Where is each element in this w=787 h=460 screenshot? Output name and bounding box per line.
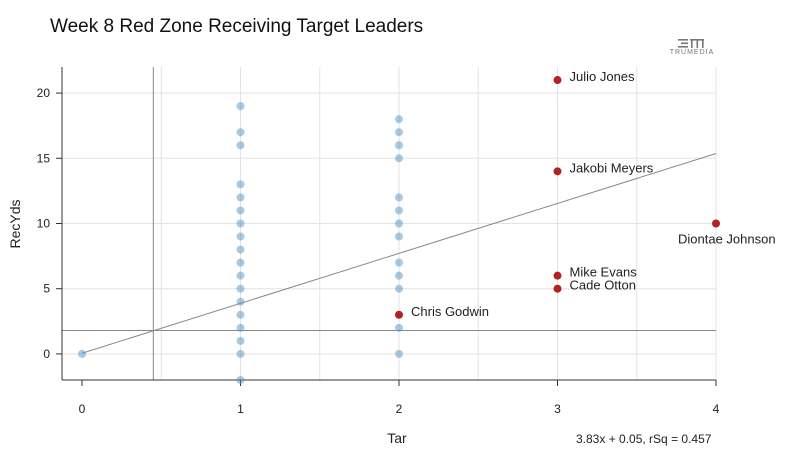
player-point — [395, 271, 403, 280]
player-label: Chris Godwin — [411, 304, 489, 319]
player-point — [395, 219, 403, 228]
regression-equation: 3.83x + 0.05, rSq = 0.457 — [576, 432, 712, 446]
player-point — [236, 284, 245, 293]
y-tick-label: 5 — [43, 282, 50, 296]
y-tick-label: 0 — [43, 347, 50, 361]
player-label: Jakobi Meyers — [570, 160, 654, 175]
player-point — [395, 141, 403, 150]
regression-line — [81, 152, 717, 354]
x-tick-label: 2 — [396, 402, 403, 416]
highlighted-player: Julio Jones — [553, 69, 636, 85]
highlighted-point — [553, 284, 562, 293]
highlighted-player: Cade Otton — [553, 278, 637, 293]
player-point — [236, 258, 245, 267]
player-point — [236, 232, 245, 241]
player-point — [395, 232, 403, 241]
x-tick-label: 4 — [713, 402, 720, 416]
player-point — [236, 336, 245, 345]
highlighted-player: Mike Evans — [553, 265, 638, 280]
player-label: Diontae Johnson — [678, 232, 776, 247]
highlighted-player: Diontae Johnson — [678, 219, 776, 247]
other-players-points — [78, 102, 403, 384]
player-point — [395, 154, 403, 163]
player-point — [236, 180, 245, 189]
highlighted-point — [712, 219, 720, 228]
highlighted-point — [553, 167, 562, 176]
highlighted-point — [553, 76, 562, 85]
player-point — [236, 102, 245, 111]
player-point — [236, 245, 245, 254]
trumedia-logo-text: TRUMEDIA — [669, 49, 715, 56]
trumedia-logo-icon — [678, 39, 704, 48]
player-point — [236, 323, 245, 332]
player-point — [236, 349, 245, 358]
x-tick-label: 0 — [79, 402, 86, 416]
player-label: Julio Jones — [570, 69, 636, 84]
y-tick-label: 15 — [37, 151, 51, 165]
player-point — [395, 258, 403, 267]
player-point — [395, 115, 403, 124]
x-axis-title: Tar — [387, 430, 407, 446]
player-label: Mike Evans — [570, 265, 638, 280]
y-tick-label: 10 — [37, 217, 51, 231]
y-tick-label: 20 — [37, 86, 51, 100]
grid-lines — [62, 67, 717, 380]
player-point — [236, 219, 245, 228]
player-point — [236, 141, 245, 150]
player-label: Cade Otton — [570, 278, 637, 293]
player-point — [395, 128, 403, 137]
axes: 0 5 10 15 20 0 1 2 3 4 — [37, 67, 720, 416]
player-point — [236, 206, 245, 215]
player-point — [236, 310, 245, 319]
player-point — [236, 376, 245, 384]
player-point — [395, 349, 403, 358]
x-tick-label: 3 — [554, 402, 561, 416]
highlighted-players: Julio Jones Jakobi Meyers Diontae Johnson M… — [395, 69, 776, 319]
player-point — [236, 271, 245, 280]
reference-lines — [62, 67, 717, 380]
player-point — [395, 284, 403, 293]
trumedia-logo: TRUMEDIA — [662, 38, 722, 56]
y-axis-title: RecYds — [7, 199, 23, 248]
x-tick-label: 1 — [237, 402, 244, 416]
player-point — [236, 297, 245, 306]
player-point — [395, 206, 403, 215]
chart-title: Week 8 Red Zone Receiving Target Leaders — [50, 16, 424, 37]
highlighted-player: Chris Godwin — [395, 304, 489, 319]
highlighted-point — [395, 310, 403, 319]
highlighted-player: Jakobi Meyers — [553, 160, 654, 176]
highlighted-point — [553, 271, 562, 280]
player-point — [395, 193, 403, 202]
player-point — [236, 128, 245, 137]
player-point — [78, 349, 86, 358]
player-point — [236, 193, 245, 202]
player-point — [395, 323, 403, 332]
